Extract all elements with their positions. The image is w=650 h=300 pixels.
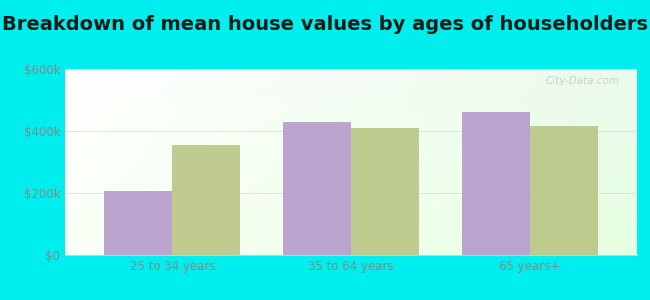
Text: City-Data.com: City-Data.com: [546, 76, 620, 86]
Bar: [462, 112, 530, 255]
Bar: [351, 128, 419, 255]
Bar: [104, 191, 172, 255]
Bar: [172, 145, 240, 255]
Text: Breakdown of mean house values by ages of householders: Breakdown of mean house values by ages o…: [2, 14, 648, 34]
Bar: [283, 122, 351, 255]
Bar: [530, 126, 598, 255]
